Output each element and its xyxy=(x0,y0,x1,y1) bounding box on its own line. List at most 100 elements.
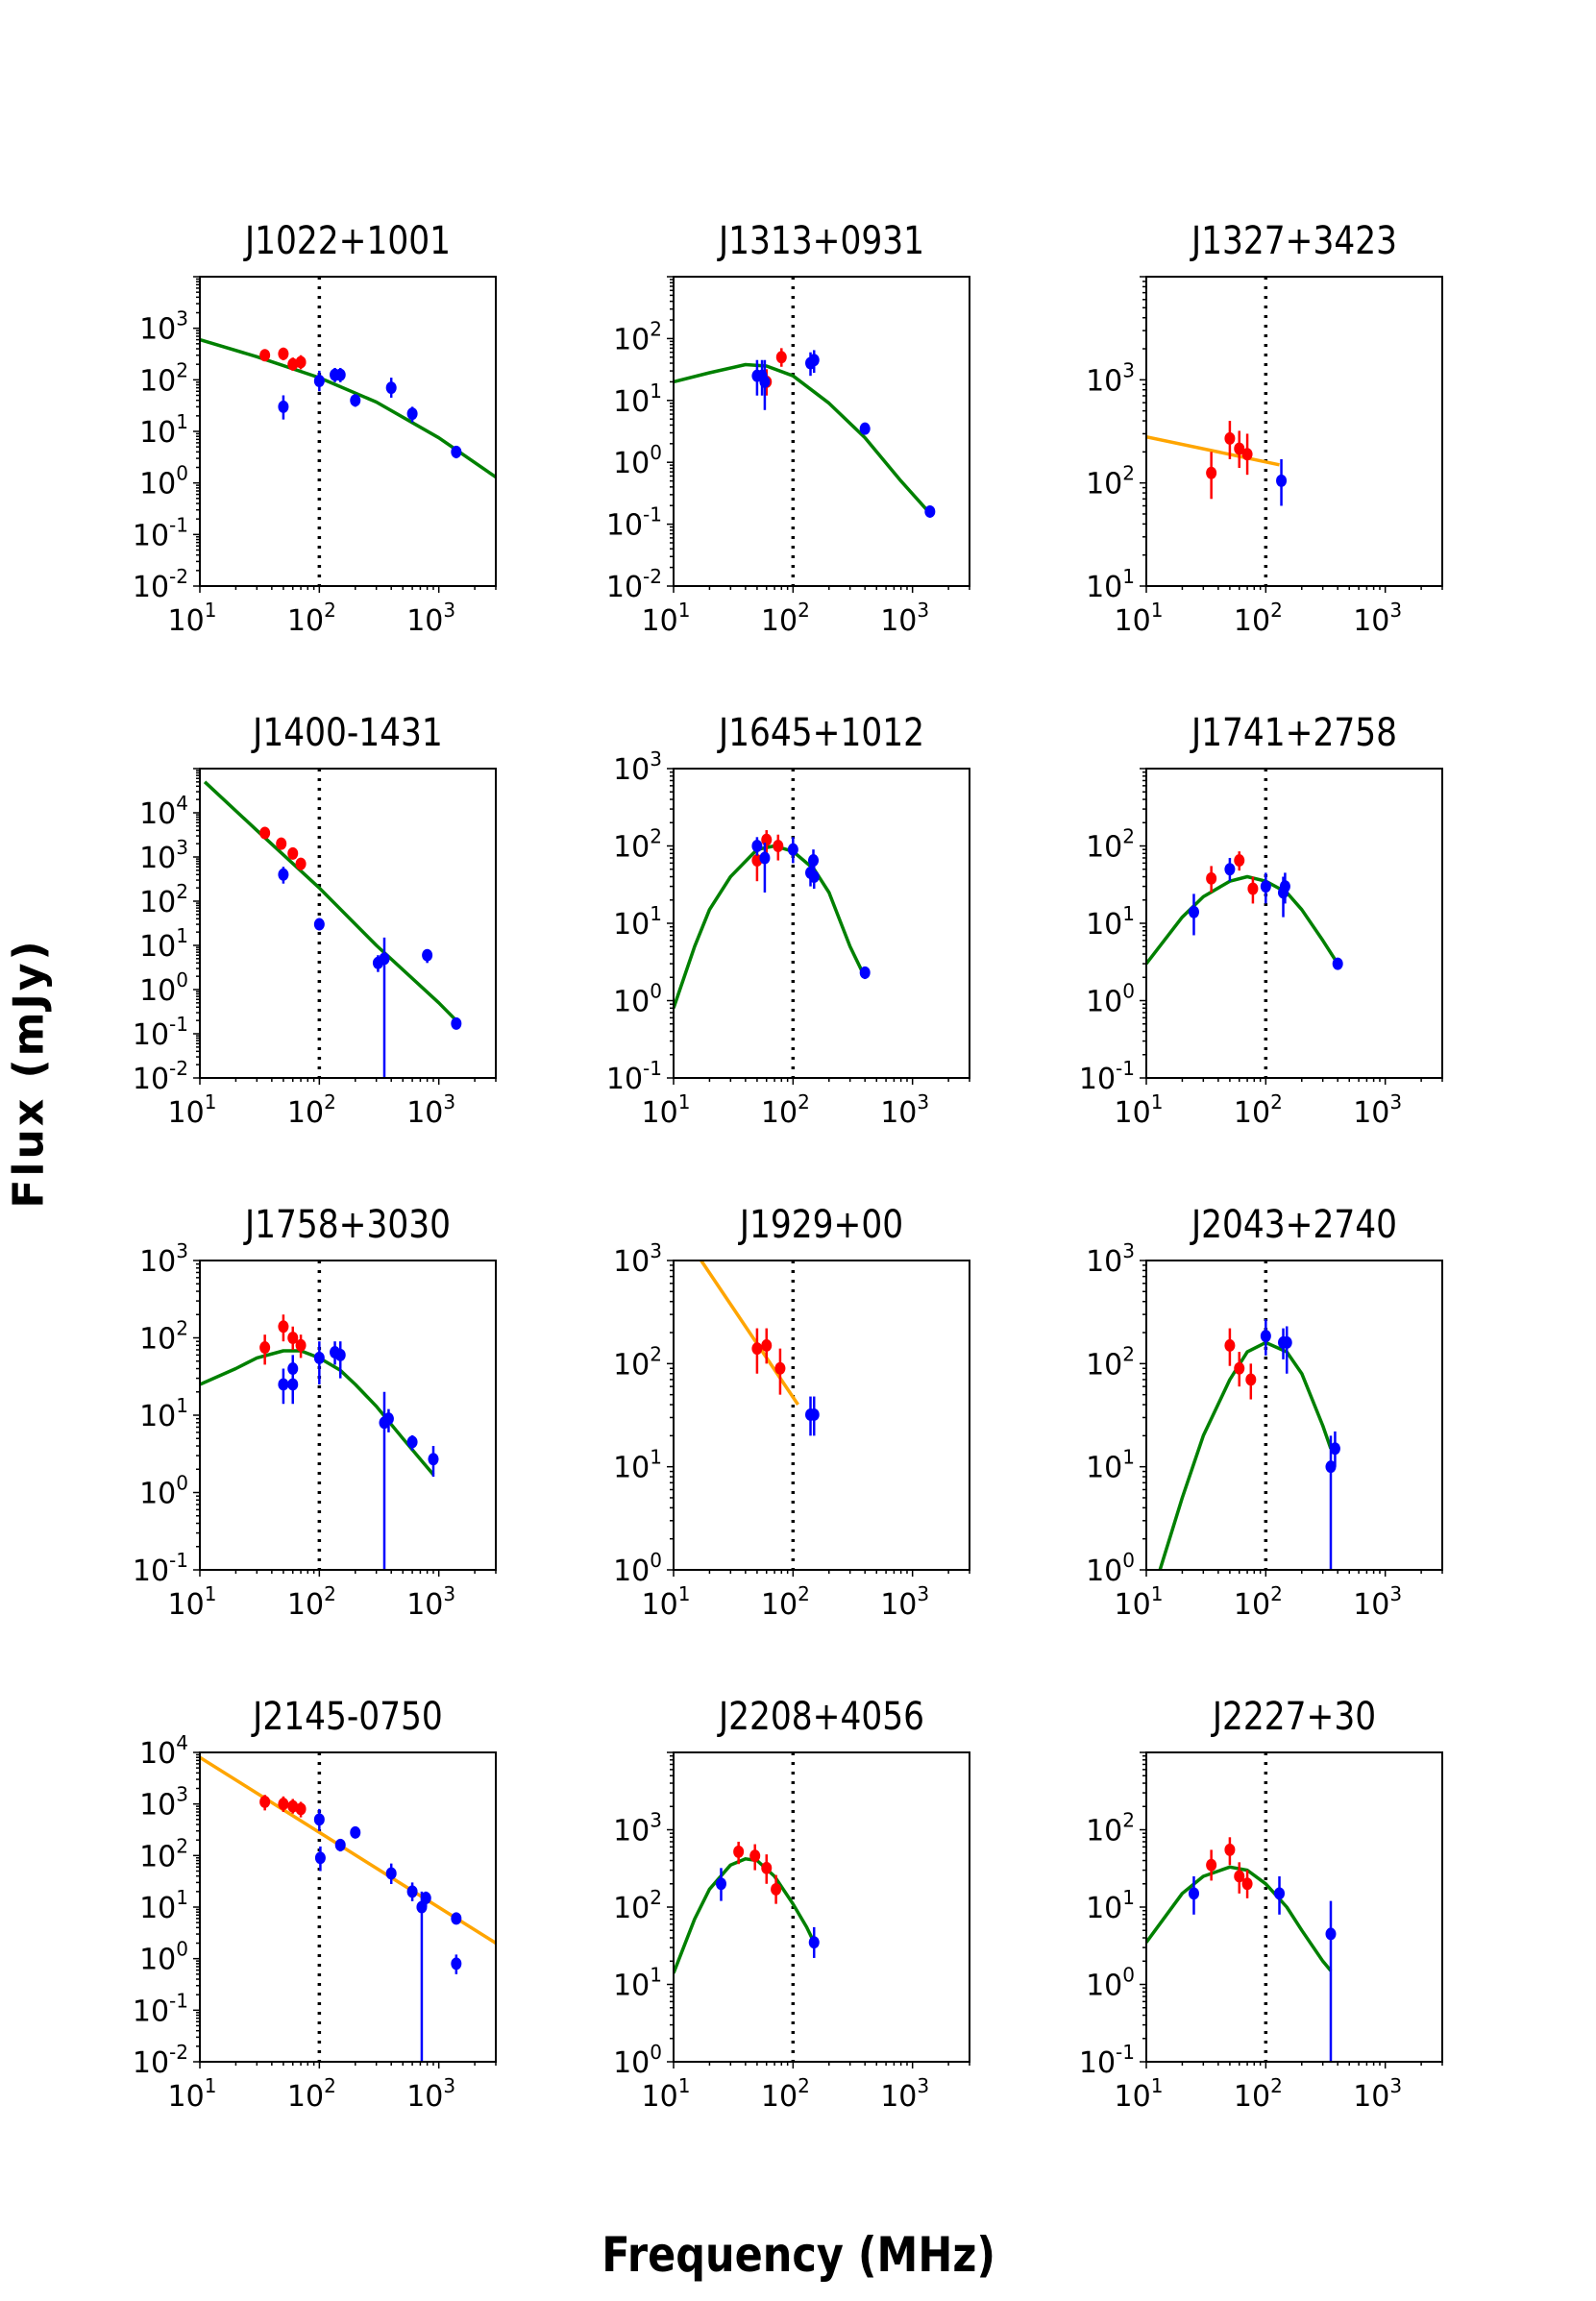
lofar-data-point xyxy=(1241,448,1253,461)
lofar-data-point xyxy=(775,351,787,364)
y-tick-label: 100 xyxy=(139,1938,188,1977)
archival-data-point xyxy=(1188,1887,1199,1900)
y-tick-exponent: 3 xyxy=(1122,358,1135,381)
y-tick-label: 10-2 xyxy=(133,2041,188,2080)
y-tick-exponent: 0 xyxy=(176,968,188,991)
x-tick-exponent: 2 xyxy=(324,1090,336,1114)
x-tick-label: 102 xyxy=(761,2074,810,2114)
lofar-data-point xyxy=(761,1861,773,1874)
power-law-fit-line xyxy=(200,1755,496,1945)
y-tick-base: 10 xyxy=(133,2046,169,2080)
y-tick-base: 10 xyxy=(133,519,169,552)
archival-data-point xyxy=(428,1453,439,1466)
y-tick-label: 103 xyxy=(613,1809,662,1848)
x-tick-exponent: 3 xyxy=(443,1090,455,1114)
panel-title: J1929+00 xyxy=(738,1201,903,1246)
x-tick-exponent: 1 xyxy=(205,599,217,622)
y-tick-base: 10 xyxy=(613,1452,650,1485)
archival-data-point xyxy=(1332,957,1343,970)
y-tick-label: 102 xyxy=(613,1342,662,1382)
y-tick-base: 10 xyxy=(613,1245,650,1279)
y-tick-label: 103 xyxy=(139,1239,188,1279)
y-tick-exponent: 2 xyxy=(650,1342,662,1365)
archival-data-point xyxy=(451,1957,462,1971)
x-tick-label: 102 xyxy=(1234,2074,1283,2114)
x-tick-exponent: 1 xyxy=(678,2074,691,2097)
archival-data-point xyxy=(278,868,289,881)
archival-data-point xyxy=(1276,474,1288,487)
y-tick-base: 10 xyxy=(613,1892,650,1925)
archival-data-point xyxy=(313,918,325,931)
x-tick-exponent: 2 xyxy=(1270,1582,1283,1605)
y-tick-base: 10 xyxy=(139,797,176,831)
y-tick-label: 102 xyxy=(139,1834,188,1873)
power-law-fit-line xyxy=(700,1261,799,1406)
archival-data-point xyxy=(1224,863,1236,876)
x-tick-exponent: 3 xyxy=(1389,599,1402,622)
y-tick-exponent: 1 xyxy=(650,1446,662,1469)
y-tick-base: 10 xyxy=(613,447,650,480)
y-tick-label: 103 xyxy=(139,1783,188,1823)
y-tick-base: 10 xyxy=(133,1063,169,1096)
x-tick-label: 103 xyxy=(880,1090,929,1130)
x-tick-label: 101 xyxy=(1115,599,1164,638)
x-tick-label: 102 xyxy=(287,1582,336,1622)
y-tick-exponent: 3 xyxy=(1122,1239,1135,1262)
y-tick-label: 100 xyxy=(613,2041,662,2080)
y-tick-base: 10 xyxy=(1086,831,1122,865)
panel-title: J1313+0931 xyxy=(717,217,924,262)
lofar-data-point xyxy=(295,355,307,369)
lofar-data-point xyxy=(773,840,784,852)
lofar-data-point xyxy=(287,846,299,860)
archival-data-point xyxy=(334,1348,346,1361)
archival-data-point xyxy=(1279,880,1290,893)
y-tick-label: 103 xyxy=(613,1239,662,1279)
y-tick-exponent: -2 xyxy=(169,2041,188,2064)
panel-title: J1645+1012 xyxy=(717,709,924,754)
x-tick-label: 103 xyxy=(880,599,929,638)
y-tick-label: 101 xyxy=(613,1446,662,1485)
x-tick-exponent: 1 xyxy=(205,2074,217,2097)
y-tick-exponent: 3 xyxy=(176,1783,188,1806)
x-tick-label: 102 xyxy=(761,1582,810,1622)
x-tick-exponent: 1 xyxy=(1151,1090,1164,1114)
y-tick-label: 100 xyxy=(139,462,188,502)
panel-frame xyxy=(673,768,970,1079)
lofar-data-point xyxy=(1224,1338,1236,1352)
y-tick-base: 10 xyxy=(1086,468,1122,502)
y-tick-label: 101 xyxy=(139,1394,188,1433)
lofar-data-point xyxy=(259,1795,271,1808)
y-tick-exponent: 1 xyxy=(176,1394,188,1417)
archival-data-point xyxy=(379,952,390,966)
archival-data-point xyxy=(385,381,397,395)
y-tick-label: 102 xyxy=(613,1886,662,1925)
x-tick-label: 102 xyxy=(287,599,336,638)
y-tick-base: 10 xyxy=(1086,1245,1122,1279)
x-tick-label: 103 xyxy=(880,2074,929,2114)
y-tick-exponent: 3 xyxy=(650,747,662,771)
y-tick-exponent: 1 xyxy=(650,902,662,925)
y-tick-exponent: 1 xyxy=(176,924,188,947)
archival-data-point xyxy=(385,1867,397,1880)
archival-data-point xyxy=(420,1892,431,1905)
archival-data-point xyxy=(808,870,820,884)
y-tick-base: 10 xyxy=(139,313,176,347)
lofar-data-point xyxy=(1234,854,1245,868)
lofar-data-point xyxy=(1206,1858,1217,1872)
x-tick-exponent: 2 xyxy=(798,2074,810,2097)
y-tick-base: 10 xyxy=(133,571,169,604)
y-tick-base: 10 xyxy=(139,930,176,964)
y-tick-base: 10 xyxy=(613,908,650,942)
archival-data-point xyxy=(334,1838,346,1851)
y-tick-base: 10 xyxy=(139,974,176,1008)
y-tick-label: 102 xyxy=(613,317,662,356)
x-tick-label: 103 xyxy=(880,1582,929,1622)
x-tick-exponent: 3 xyxy=(917,599,929,622)
